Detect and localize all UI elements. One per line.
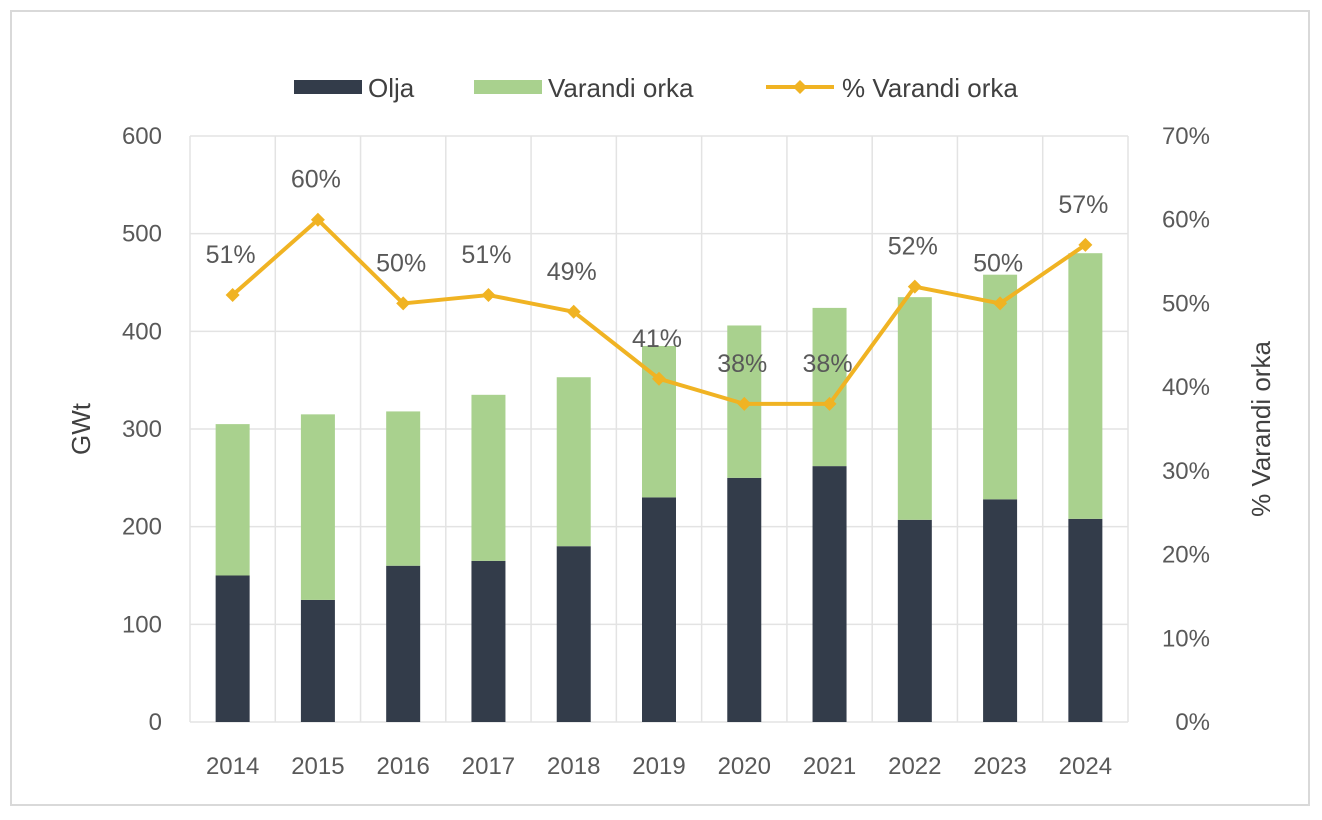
legend-swatch-varandi-orka [474,80,542,94]
bar-varandi-orka [556,377,591,547]
pct-data-label: 52% [888,233,938,261]
line-marker [737,396,752,411]
y2-axis-title: % Varandi orka [1246,341,1276,517]
pct-data-label: 50% [973,249,1023,277]
y2-tick-label: 20% [1162,542,1210,569]
bar-olja [215,575,250,722]
legend-swatch-olja [294,80,362,94]
y2-tick-label: 0% [1175,709,1210,736]
bar-varandi-orka [215,424,250,576]
bar-olja [386,565,421,722]
bar-olja [471,560,506,722]
pct-data-label: 38% [717,350,767,378]
bar-olja [1068,518,1103,722]
bar-olja [300,599,335,722]
y2-tick-label: 70% [1162,123,1210,150]
line-marker [396,296,411,311]
x-tick-label: 2017 [462,753,515,780]
bar-varandi-orka [386,411,421,566]
y-tick-label: 400 [122,318,162,345]
bar-olja [983,499,1018,722]
bar-varandi-orka [1068,253,1103,519]
bar-varandi-orka [300,414,335,600]
x-tick-label: 2014 [206,753,259,780]
x-tick-label: 2018 [547,753,600,780]
x-tick-label: 2021 [803,753,856,780]
line-marker [907,279,922,294]
bar-olja [556,546,591,722]
x-tick-label: 2024 [1059,753,1112,780]
y-tick-label: 200 [122,514,162,541]
y-tick-label: 0 [149,709,162,736]
y-tick-label: 500 [122,221,162,248]
line-marker [566,304,581,319]
y-tick-label: 600 [122,123,162,150]
pct-data-label: 60% [291,166,341,194]
x-tick-label: 2020 [718,753,771,780]
line-marker [481,288,496,303]
pct-data-label: 38% [803,350,853,378]
line-marker [310,212,325,227]
y2-tick-label: 50% [1162,290,1210,317]
bar-varandi-orka [983,274,1018,500]
x-tick-label: 2019 [632,753,685,780]
y-axis-title: GWt [66,402,96,455]
bar-olja [812,466,847,722]
x-tick-label: 2023 [973,753,1026,780]
pct-data-label: 57% [1058,191,1108,219]
bar-varandi-orka [897,297,932,520]
y2-tick-label: 60% [1162,207,1210,234]
bar-varandi-orka [471,394,506,561]
pct-data-label: 41% [632,325,682,353]
pct-data-label: 49% [547,258,597,286]
y2-tick-label: 30% [1162,458,1210,485]
y2-tick-label: 40% [1162,374,1210,401]
line-marker [1078,237,1093,252]
legend-label-varandi-orka: Varandi orka [548,73,694,103]
line-marker [652,371,666,386]
x-tick-label: 2015 [291,753,344,780]
x-tick-label: 2016 [376,753,429,780]
chart-frame: 0 100 200 300 400 500 600 0% 10% 20% 30% 40% 50% 60% 7… [10,10,1310,806]
pct-data-label: 51% [206,241,256,269]
line-marker [822,396,837,411]
stacked-bar-line-chart: 0 100 200 300 400 500 600 0% 10% 20% 30% 40% 50% 60% 7… [66,73,1276,780]
y2-tick-label: 10% [1162,625,1210,652]
pct-data-label: 50% [376,249,426,277]
x-tick-label: 2022 [888,753,941,780]
bar-olja [642,497,676,722]
line-marker [225,288,240,303]
y-tick-label: 100 [122,611,162,638]
line-marker [993,296,1008,311]
legend-swatch-pct-marker [793,80,807,94]
y-tick-label: 300 [122,416,162,443]
legend-label-pct-varandi-orka: % Varandi orka [842,73,1018,103]
pct-data-label: 51% [461,241,511,269]
bar-olja [727,477,762,722]
bar-olja [897,519,932,722]
legend-label-olja: Olja [368,73,415,103]
